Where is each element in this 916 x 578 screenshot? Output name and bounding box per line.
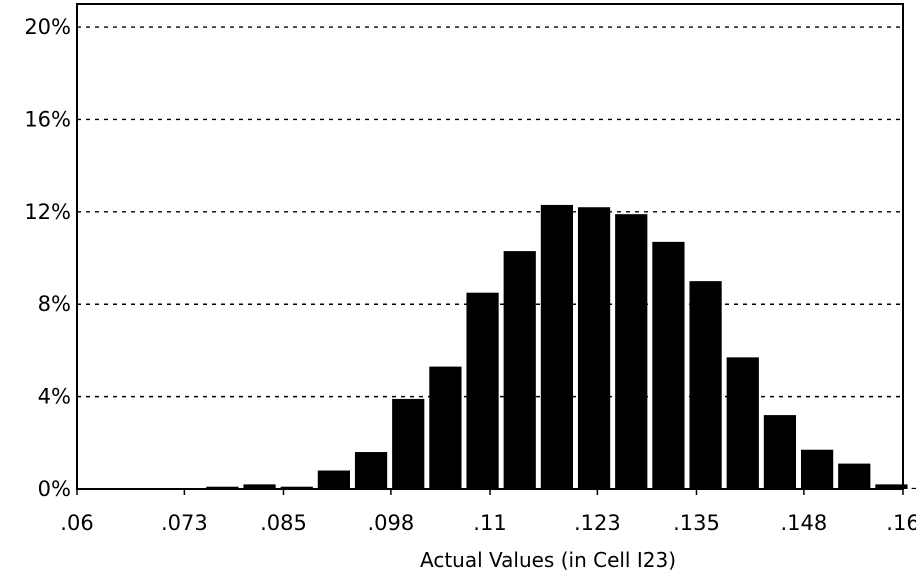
x-tick-label: .098 [367, 511, 414, 535]
histogram-bar [726, 357, 759, 489]
histogram-bar [280, 486, 313, 489]
grid-layer [77, 26, 903, 398]
histogram-bar [540, 204, 574, 489]
histogram-bar [911, 487, 916, 489]
histogram-bar [577, 207, 611, 489]
x-tick-label: .11 [473, 511, 506, 535]
x-tick-label: .135 [673, 511, 720, 535]
histogram-bar [875, 484, 908, 489]
histogram-bar [689, 281, 722, 489]
histogram-bar [800, 449, 834, 489]
y-tick-label: 12% [24, 200, 71, 224]
x-tick-label: .06 [60, 511, 93, 535]
histogram-bar [354, 452, 388, 489]
label-layer: .06 .073 .085 .098 .11 .123 .135 .148 .16 0% 4% 8% 1… [24, 15, 916, 535]
histogram-bar [652, 241, 685, 489]
x-tick-label: .073 [161, 511, 208, 535]
y-tick-label: 16% [24, 107, 71, 131]
histogram-bar [206, 486, 239, 489]
histogram-bar [429, 366, 462, 489]
histogram-bar [243, 484, 276, 489]
y-tick-label: 8% [38, 292, 71, 316]
x-tick-label: .085 [260, 511, 307, 535]
histogram-bar [503, 251, 536, 489]
bar-layer [206, 204, 916, 489]
histogram-bar [317, 470, 350, 489]
x-tick-label: .123 [574, 511, 621, 535]
x-tick-label: .16 [886, 511, 916, 535]
histogram-bar [763, 415, 797, 489]
x-tick-label: .148 [780, 511, 827, 535]
histogram-bar [615, 214, 648, 489]
y-tick-label: 0% [38, 477, 71, 501]
y-tick-label: 20% [24, 15, 71, 39]
x-axis-title: Actual Values (in Cell I23) [420, 548, 676, 572]
histogram-bar [838, 463, 871, 489]
histogram-bar [392, 398, 425, 489]
axis-layer [76, 3, 904, 495]
histogram-bar [466, 292, 499, 489]
y-tick-label: 4% [38, 385, 71, 409]
